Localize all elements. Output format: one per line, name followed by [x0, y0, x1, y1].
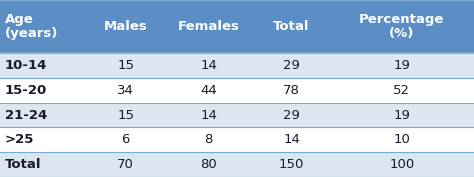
Bar	[0, 78, 88, 103]
Text: 10: 10	[393, 133, 410, 146]
Text: >25: >25	[5, 133, 34, 146]
Bar	[254, 103, 329, 127]
Text: Females: Females	[178, 20, 239, 33]
Bar	[164, 103, 254, 127]
Text: 10-14: 10-14	[5, 59, 47, 72]
Text: Total: Total	[273, 20, 310, 33]
Text: 21-24: 21-24	[5, 109, 47, 122]
Bar	[0, 53, 88, 78]
Bar	[88, 152, 164, 177]
Bar	[329, 152, 474, 177]
Text: 34: 34	[117, 84, 134, 97]
Bar	[164, 127, 254, 152]
Bar	[329, 127, 474, 152]
Bar	[88, 0, 164, 53]
Text: 19: 19	[393, 59, 410, 72]
Text: 78: 78	[283, 84, 300, 97]
Text: 15: 15	[117, 109, 134, 122]
Text: 29: 29	[283, 59, 300, 72]
Text: 100: 100	[389, 158, 414, 171]
Text: 150: 150	[279, 158, 304, 171]
Bar	[329, 53, 474, 78]
Text: Percentage
(%): Percentage (%)	[359, 13, 445, 40]
Bar	[254, 78, 329, 103]
Bar	[164, 152, 254, 177]
Bar	[254, 53, 329, 78]
Bar	[88, 78, 164, 103]
Bar	[329, 0, 474, 53]
Bar	[164, 0, 254, 53]
Text: 6: 6	[121, 133, 130, 146]
Bar	[254, 152, 329, 177]
Text: 15-20: 15-20	[5, 84, 47, 97]
Text: 14: 14	[283, 133, 300, 146]
Bar	[329, 103, 474, 127]
Text: 14: 14	[200, 109, 217, 122]
Bar	[254, 127, 329, 152]
Text: 19: 19	[393, 109, 410, 122]
Text: 15: 15	[117, 59, 134, 72]
Bar	[88, 103, 164, 127]
Text: 44: 44	[200, 84, 217, 97]
Text: 80: 80	[200, 158, 217, 171]
Text: 29: 29	[283, 109, 300, 122]
Bar	[164, 78, 254, 103]
Bar	[0, 103, 88, 127]
Text: 8: 8	[204, 133, 213, 146]
Bar	[0, 152, 88, 177]
Bar	[0, 0, 88, 53]
Text: Males: Males	[104, 20, 147, 33]
Text: 52: 52	[393, 84, 410, 97]
Text: 14: 14	[200, 59, 217, 72]
Bar	[88, 127, 164, 152]
Bar	[329, 78, 474, 103]
Text: Total: Total	[5, 158, 41, 171]
Bar	[0, 127, 88, 152]
Bar	[254, 0, 329, 53]
Bar	[164, 53, 254, 78]
Text: Age
(years): Age (years)	[5, 13, 58, 40]
Bar	[88, 53, 164, 78]
Text: 70: 70	[117, 158, 134, 171]
